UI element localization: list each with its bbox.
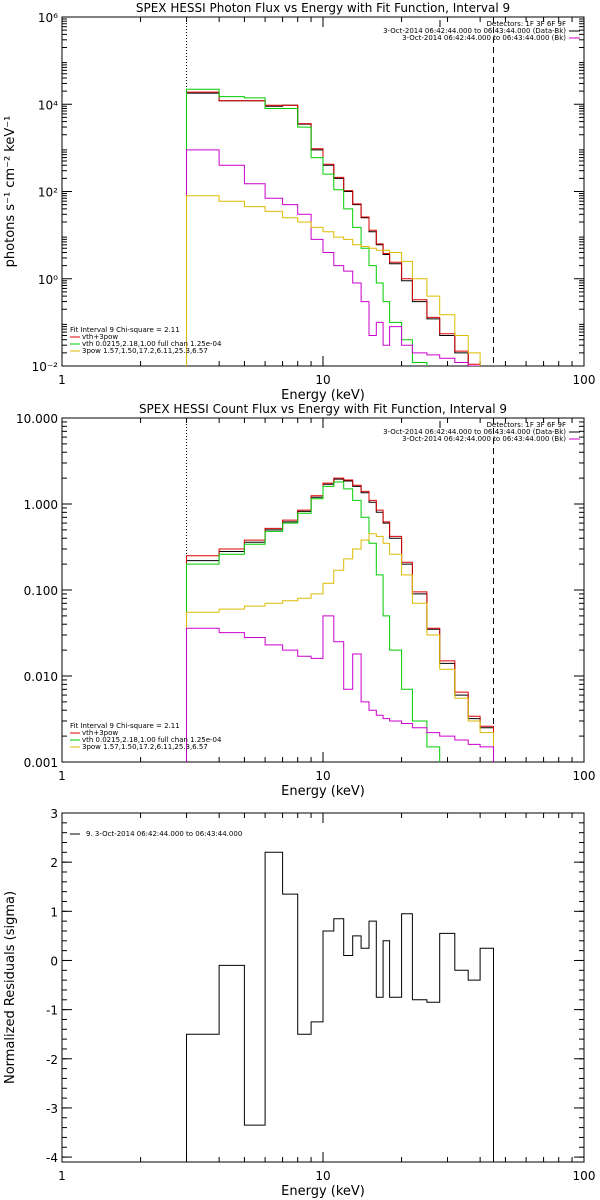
plot-2-legend-entry: 9. 3-Oct-2014 06:42:44.000 to 06:43:44.0… [86,830,242,838]
plot-1-series-2-line [186,481,494,762]
plot-1-fit-legend-entry: Fit Interval 9 Chi-square = 2.11 [70,722,180,730]
plot-1-title: SPEX HESSI Count Flux vs Energy with Fit… [139,402,507,416]
plot-0-series-1-line [186,91,494,366]
plot-2-x-tick-label: 1 [58,1169,66,1183]
plot-1-y-tick-label: 0.001 [24,756,58,770]
plot-0-fit-legend-entry: vth+3pow [82,333,118,341]
plot-1-series-0-line [186,478,494,762]
plot-2-y-tick-label: -4 [46,1151,58,1165]
plot-2-y-tick-label: 3 [50,807,58,821]
plot-1-fit-legend-entry: vth 0.0215,2.18,1.00 full chan 1.25e-04 [82,736,222,744]
plot-2-x-tick-label: 10 [315,1169,330,1183]
plot-0-y-tick-label: 10⁻² [32,360,59,374]
plot-1-fit-legend-entry: vth+3pow [82,729,118,737]
plot-1-y-tick-label: 1.000 [24,498,58,512]
plot-1-x-tick-label: 1 [58,769,66,783]
plot-0-legend-entry: Detectors: 1F 3F 6F 9F [487,20,566,28]
plot-0-y-tick-label: 10⁶ [38,11,58,25]
plot-0-series-group [186,88,494,366]
plot-2-y-tick-label: -3 [46,1102,58,1116]
plot-1-series-group [186,477,494,762]
plot-1-series-1-line [186,477,494,762]
plot-0-series-3-line [186,149,494,366]
plot-1-series-3-line [186,533,494,762]
plot-2-y-tick-label: -2 [46,1053,58,1067]
plot-2-y-tick-label: 2 [50,856,58,870]
plot-0-title: SPEX HESSI Photon Flux vs Energy with Fi… [136,1,510,15]
plot-1-legend-entry: 3-Oct-2014 06:42:44.000 to 06:43:44.000 … [383,428,566,436]
plot-0-frame [61,16,585,367]
plot-0-y-axis-label: photons s⁻¹ cm⁻² keV⁻¹ [3,116,18,268]
plot-1-legend-entry: Detectors: 1F 3F 6F 9F [487,421,566,429]
plot-0-series-0-line [186,92,494,366]
plot-0-fit-legend-entry: 3pow 1.57,1.50,17.2,6.11,25.3,6.57 [82,347,208,355]
plot-0-y-tick-label: 10⁰ [38,273,58,287]
plot-1-y-tick-label: 10.000 [16,412,58,426]
plot-0-y-tick-label: 10² [38,186,58,200]
plot-1-x-tick-label: 100 [573,769,596,783]
plot-0-x-tick-label: 10 [315,373,330,387]
plot-0-legend-entry: 3-Oct-2014 06:42:44.000 to 06:43:44.000 … [383,27,566,35]
plot-1-y-tick-label: 0.010 [24,670,58,684]
plot-0-fit-legend-entry: vth 0.0215,2.18,1.00 full chan 1.25e-04 [82,340,222,348]
plot-1-legend-entry: 3-Oct-2014 06:42:44.000 to 06:43:44.000 … [402,435,566,443]
plot-2-series-0-line [186,851,494,1162]
plot-2-x-tick-label: 100 [573,1169,596,1183]
plot-2-y-tick-label: 1 [50,905,58,919]
plot-1-y-tick-label: 0.100 [24,584,58,598]
plot-1-series-4-line [186,615,494,762]
plot-2-y-tick-label: 0 [50,954,58,968]
plot-2-y-axis-label: Normalized Residuals (sigma) [3,891,18,1084]
plot-2-series-group [186,851,494,1162]
plot-0-x-axis-label: Energy (keV) [281,388,365,403]
plot-1-x-tick-label: 10 [315,769,330,783]
plot-0-legend-entry: 3-Oct-2014 06:42:44.000 to 06:43:44.000 … [402,34,566,42]
plot-0-fit-legend-entry: Fit Interval 9 Chi-square = 2.11 [70,326,180,334]
plot-1-fit-legend-entry: 3pow 1.57,1.50,17.2,6.11,25.3,6.57 [82,743,208,751]
plot-0-series-4-line [186,195,494,366]
plot-1-x-axis-label: Energy (keV) [281,784,365,799]
plot-0-y-tick-label: 10⁴ [38,98,58,112]
plot-0-x-tick-label: 100 [573,373,596,387]
plot-0-x-tick-label: 1 [58,373,66,387]
plot-0-series-2-line [186,88,494,366]
plot-2-x-axis-label: Energy (keV) [281,1184,365,1199]
plot-2-y-tick-label: -1 [46,1004,58,1018]
